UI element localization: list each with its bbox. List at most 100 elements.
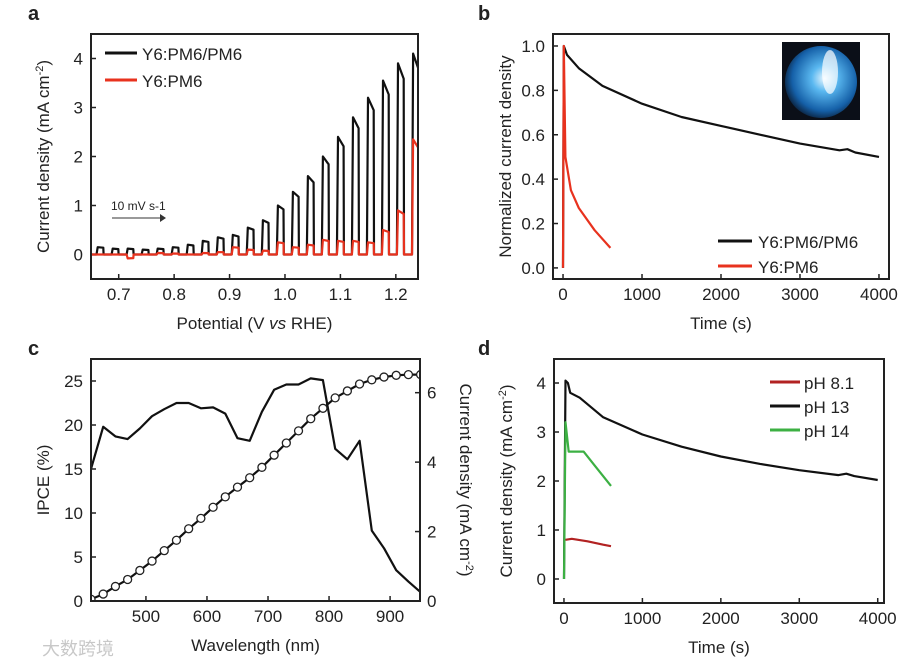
- x-axis-label: Wavelength (nm): [191, 636, 320, 655]
- x-axis-label: Potential (V vs RHE): [177, 314, 333, 333]
- data-point: [135, 565, 145, 576]
- x-tick-label: 3000: [781, 285, 819, 304]
- y-tick-label: 10: [64, 504, 83, 523]
- plot-frame: [90, 358, 421, 602]
- x-tick-label: 0: [558, 285, 567, 304]
- y-right-tick-label: 0: [427, 592, 436, 611]
- data-point: [220, 492, 230, 502]
- y-axis-label: Current density (mA cm-2): [497, 384, 516, 577]
- data-point: [269, 450, 279, 460]
- data-point: [318, 403, 328, 413]
- y-tick-label: 0.4: [521, 170, 545, 189]
- x-tick-label: 900: [376, 607, 404, 626]
- data-point: [367, 375, 377, 385]
- plot-area: [561, 44, 880, 268]
- data-point: [147, 556, 157, 566]
- y-axis-label: Normalized current density: [496, 55, 515, 258]
- y-tick-label: 3: [74, 99, 83, 118]
- series-line-integrated-current-density: [91, 373, 420, 601]
- watermark: 大数跨境: [42, 639, 114, 659]
- x-tick-label: 800: [315, 607, 343, 626]
- y-tick-label: 4: [537, 374, 546, 393]
- y-right-tick-label: 4: [427, 453, 436, 472]
- y-tick-label: 0: [74, 246, 83, 265]
- x-tick-label: 0.8: [162, 285, 186, 304]
- data-point: [403, 369, 414, 380]
- data-point: [98, 589, 108, 599]
- series-line-ph-13: [562, 379, 878, 580]
- legend-label: Y6:PM6: [142, 72, 202, 91]
- y-axis-label: Current density (mA cm-2): [34, 60, 53, 253]
- x-tick-label: 600: [193, 607, 221, 626]
- arrow-head-icon: [160, 214, 166, 222]
- x-tick-label: 2000: [702, 609, 740, 628]
- series-line-y6-pm6: [561, 44, 612, 268]
- y-tick-label: 1: [74, 197, 83, 216]
- series-line-ph-14: [562, 421, 612, 580]
- legend-label: Y6:PM6/PM6: [758, 233, 858, 252]
- data-point: [196, 513, 206, 524]
- x-tick-label: 4000: [859, 609, 897, 628]
- series-line-y6-pm6: [91, 138, 418, 260]
- x-axis-label: Time (s): [690, 314, 752, 333]
- legend-label: pH 8.1: [804, 374, 854, 393]
- plot-frame: [552, 33, 890, 280]
- data-point: [232, 482, 243, 492]
- plot-frame: [553, 358, 885, 604]
- chart-panel-c: c 500 600 700 800 900 0 5 10 15 20 25 0 2 4 6 Wavelength…: [28, 338, 475, 655]
- data-point: [281, 438, 291, 448]
- y-tick-label: 20: [64, 416, 83, 435]
- y-tick-label: 0: [74, 592, 83, 611]
- y-tick-label: 0.0: [521, 259, 545, 278]
- data-point: [354, 379, 365, 389]
- x-tick-label: 1.2: [384, 285, 408, 304]
- y-tick-label: 5: [74, 548, 83, 567]
- y-tick-label: 15: [64, 460, 83, 479]
- data-point: [391, 370, 401, 380]
- plot-area: [91, 369, 420, 601]
- data-point: [342, 386, 353, 396]
- x-axis-label: Time (s): [688, 638, 750, 657]
- y-axis-label: IPCE (%): [34, 445, 53, 516]
- plot-area: [562, 379, 878, 580]
- data-point: [257, 462, 267, 472]
- y-right-axis-label: Current density (mA cm-2): [456, 383, 475, 576]
- x-tick-label: 4000: [860, 285, 898, 304]
- y-tick-label: 0.6: [521, 126, 545, 145]
- chart-panel-a: a 0.7 0.8 0.9 1.0 1.1 1.2 0 1 2 3 4 Potential (V vs …: [28, 3, 419, 333]
- series-line-y6-pm6-pm6: [91, 52, 418, 256]
- y-tick-label: 1: [537, 521, 546, 540]
- inset-photo: [782, 42, 860, 120]
- y-tick-label: 2: [74, 148, 83, 167]
- y-right-tick-label: 2: [427, 523, 436, 542]
- data-point: [379, 372, 389, 382]
- y-tick-label: 0.8: [521, 81, 545, 100]
- x-tick-label: 700: [254, 607, 282, 626]
- x-tick-label: 3000: [780, 609, 818, 628]
- x-tick-label: 0: [559, 609, 568, 628]
- data-point: [306, 414, 316, 424]
- x-tick-label: 500: [132, 607, 160, 626]
- legend-label: Y6:PM6: [758, 258, 818, 277]
- y-tick-label: 0: [537, 570, 546, 589]
- data-point: [293, 426, 304, 436]
- data-point: [184, 524, 194, 534]
- annotation-scan-rate: 10 mV s-1: [111, 199, 166, 213]
- chart-panel-d: d 0 1000 2000 3000 4000 0 1 2 3 4 Time (s) Current d…: [478, 338, 897, 657]
- panel-label: a: [28, 3, 40, 25]
- series-line-ipce: [91, 377, 420, 594]
- legend-label: pH 13: [804, 398, 849, 417]
- data-point: [122, 574, 133, 585]
- data-point: [208, 502, 218, 512]
- y-tick-label: 3: [537, 423, 546, 442]
- y-right-tick-label: 6: [427, 384, 436, 403]
- x-tick-label: 1.0: [273, 285, 297, 304]
- panel-label: c: [28, 338, 39, 360]
- data-point: [159, 546, 169, 556]
- series-line-ph-8-1: [565, 537, 612, 548]
- data-point: [110, 581, 121, 592]
- y-tick-label: 0.2: [521, 215, 545, 234]
- chart-panel-b: b 0 1000 2000 3000 4000 0.0 0.2 0.4 0.6 0.8 1.0 Time…: [478, 3, 898, 333]
- x-tick-label: 0.7: [107, 285, 131, 304]
